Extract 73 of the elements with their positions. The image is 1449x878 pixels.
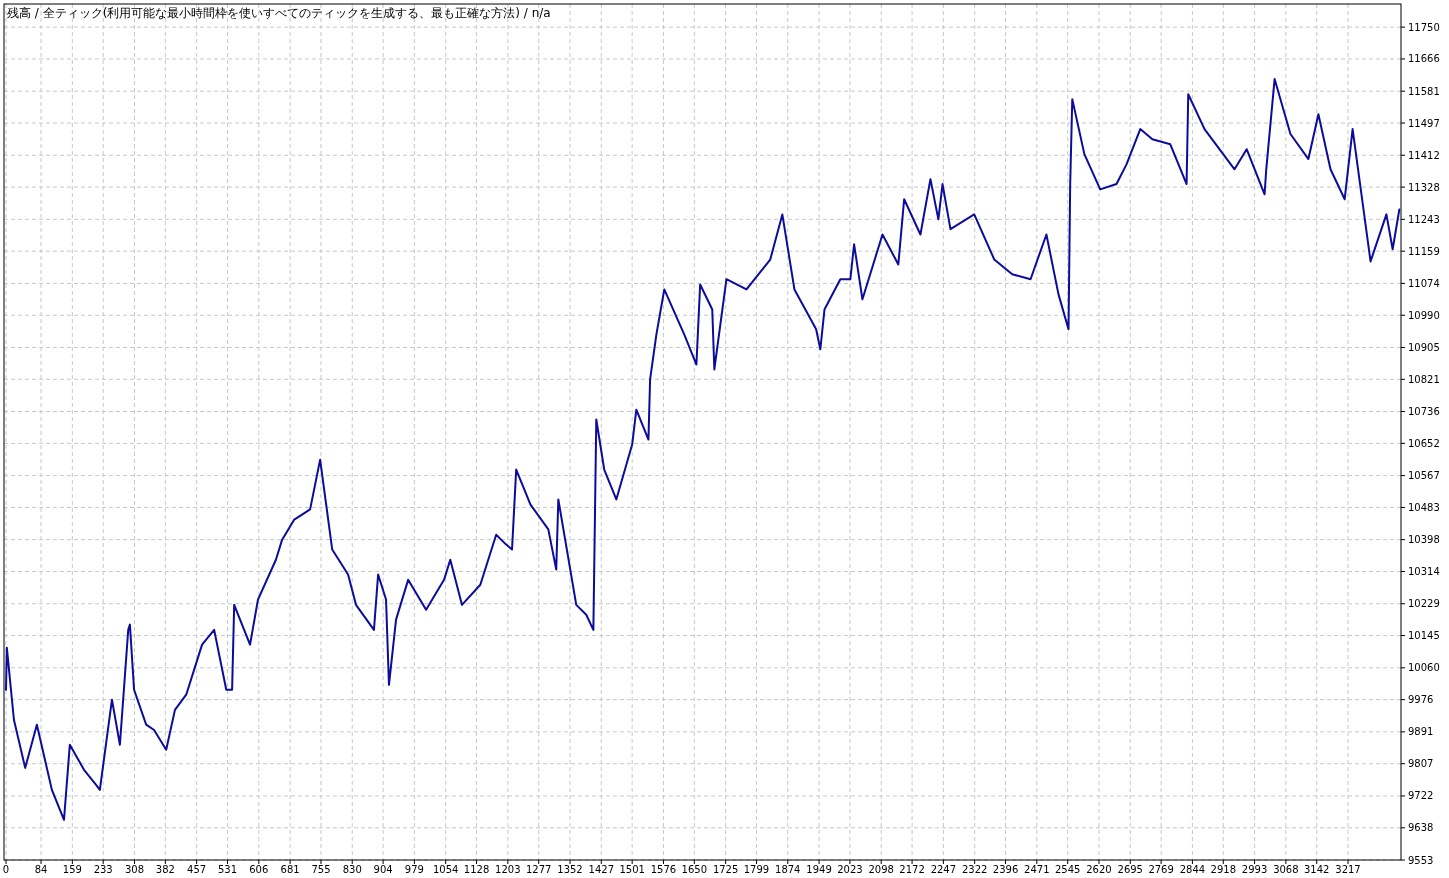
x-tick-label: 382 — [155, 864, 175, 875]
y-tick-label: 9553 — [1408, 854, 1434, 866]
x-tick-label: 2322 — [961, 864, 988, 875]
y-tick-label: 10229 — [1408, 598, 1440, 610]
x-tick-label: 1725 — [712, 864, 739, 875]
x-tick-label: 1203 — [495, 864, 521, 875]
x-tick-label: 681 — [280, 864, 300, 875]
y-tick-label: 11497 — [1408, 117, 1440, 129]
x-tick-label: 1949 — [806, 864, 832, 875]
y-tick-label: 11750 — [1408, 21, 1440, 33]
y-tick-label: 9807 — [1408, 758, 1434, 770]
x-tick-label: 2695 — [1117, 864, 1143, 875]
x-tick-label: 233 — [93, 864, 113, 875]
x-tick-label: 1352 — [557, 864, 583, 875]
x-tick-label: 1799 — [743, 864, 770, 875]
x-tick-label: 159 — [62, 864, 82, 875]
x-tick-label: 1501 — [619, 864, 645, 875]
y-tick-label: 11159 — [1408, 245, 1440, 257]
x-tick-label: 1427 — [588, 864, 615, 875]
x-tick-label: 2247 — [930, 864, 957, 875]
y-tick-label: 10398 — [1408, 534, 1440, 546]
x-tick-label: 2993 — [1241, 864, 1268, 875]
x-tick-label: 2471 — [1024, 864, 1050, 875]
y-tick-label: 11581 — [1408, 85, 1440, 97]
y-tick-label: 10990 — [1408, 309, 1440, 321]
y-tick-label: 10567 — [1408, 470, 1440, 482]
y-tick-label: 11412 — [1408, 149, 1440, 161]
y-tick-label: 9891 — [1408, 726, 1434, 738]
y-tick-label: 10314 — [1408, 566, 1440, 578]
y-tick-label: 9638 — [1408, 822, 1434, 834]
y-tick-label: 9976 — [1408, 694, 1434, 706]
y-tick-label: 10652 — [1408, 437, 1440, 449]
y-tick-label: 11243 — [1408, 213, 1440, 225]
y-tick-label: 9722 — [1408, 790, 1434, 802]
x-tick-label: 1576 — [650, 864, 677, 875]
x-tick-label: 1128 — [463, 864, 490, 875]
y-tick-label: 10821 — [1408, 373, 1440, 385]
x-tick-label: 1650 — [681, 864, 708, 875]
x-tick-label: 3068 — [1273, 864, 1299, 875]
x-tick-label: 457 — [187, 864, 207, 875]
y-tick-label: 10483 — [1408, 501, 1440, 513]
x-tick-label: 2023 — [837, 864, 863, 875]
y-tick-label: 11666 — [1408, 53, 1440, 65]
y-tick-label: 10736 — [1408, 406, 1440, 418]
y-tick-label: 10145 — [1408, 630, 1440, 642]
x-tick-label: 830 — [342, 864, 362, 875]
x-tick-label: 904 — [373, 864, 393, 875]
x-tick-label: 2396 — [992, 864, 1019, 875]
x-tick-label: 1277 — [525, 864, 552, 875]
x-tick-label: 84 — [34, 864, 48, 875]
x-tick-label: 606 — [249, 864, 269, 875]
x-tick-label: 755 — [311, 864, 331, 875]
y-tick-label: 11074 — [1408, 277, 1440, 289]
x-tick-label: 1874 — [775, 864, 801, 875]
x-tick-label: 2545 — [1054, 864, 1081, 875]
x-tick-label: 2620 — [1086, 864, 1112, 875]
y-tick-label: 10905 — [1408, 341, 1440, 353]
chart-title: 残高 / 全ティック(利用可能な最小時間枠を使いすべてのティックを生成する、最も正確な方法) / n/a — [7, 6, 551, 20]
x-tick-label: 308 — [124, 864, 145, 875]
line-series — [5, 78, 1401, 821]
x-tick-label: 3142 — [1304, 864, 1330, 875]
x-tick-label: 2769 — [1148, 864, 1174, 875]
x-tick-label: 2172 — [899, 864, 925, 875]
x-tick-label: 2918 — [1210, 864, 1237, 875]
x-tick-label: 2098 — [868, 864, 894, 875]
x-tick-label: 0 — [2, 864, 10, 875]
x-tick-label: 1054 — [432, 864, 459, 875]
x-tick-label: 3217 — [1335, 864, 1361, 875]
y-tick-label: 10060 — [1408, 662, 1440, 674]
x-tick-label: 979 — [404, 864, 424, 875]
x-tick-label: 531 — [217, 864, 238, 875]
y-tick-label: 11328 — [1408, 181, 1440, 193]
x-tick-label: 2844 — [1179, 864, 1206, 875]
